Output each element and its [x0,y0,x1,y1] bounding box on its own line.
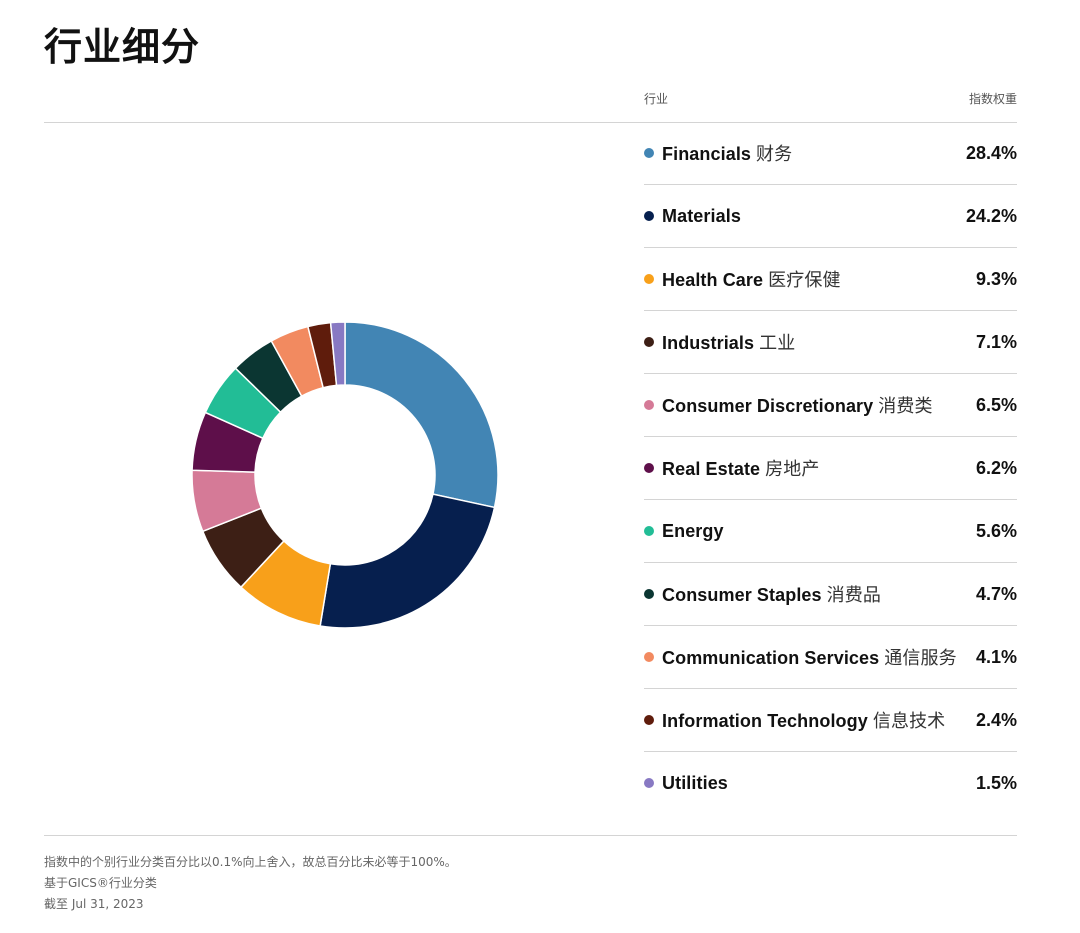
sector-weight: 5.6% [975,520,1017,541]
footnote-as-of-date: 截至 Jul 31, 2023 [44,897,144,911]
table-row: Utilities 1.5% [644,752,1017,814]
sector-name-en: Consumer Staples [662,585,822,605]
sector-name-cn: 财务 [756,144,793,165]
legend-dot-icon [644,211,654,221]
sector-name-cn: 房地产 [765,459,820,480]
legend-dot-icon [644,400,654,410]
donut-slice [344,321,499,509]
row-label-group: Health Care 医疗保健 [644,266,841,292]
footnote-rounding: 指数中的个别行业分类百分比以0.1%向上舍入，故总百分比未必等于100%。 [44,855,457,869]
sector-name-en: Utilities [662,772,728,793]
sector-name-en: Health Care [662,270,764,290]
sector-weight: 28.4% [965,142,1017,163]
sector-name-en: Energy [662,520,724,541]
legend-dot-icon [644,148,654,158]
sector-name: Health Care 医疗保健 [662,266,841,292]
sector-name: Industrials 工业 [662,329,795,355]
sector-weight: 4.7% [975,583,1017,604]
legend-dot-icon [644,589,654,599]
sector-name-cn: 工业 [759,333,796,354]
row-label-group: Consumer Discretionary 消费类 [644,392,933,418]
sector-name-en: Materials [662,205,741,226]
header-divider [44,122,1017,123]
donut-svg [191,321,499,629]
footnotes: 指数中的个别行业分类百分比以0.1%向上舍入，故总百分比未必等于100%。 基于… [44,852,457,915]
row-label-group: Materials [644,206,741,227]
donut-slice [319,493,496,629]
row-label-group: Real Estate 房地产 [644,455,819,481]
sector-weight: 1.5% [975,772,1017,793]
sector-donut-chart [170,300,520,650]
row-label-group: Information Technology 信息技术 [644,707,945,733]
table-row: Consumer Discretionary 消费类 6.5% [644,374,1017,437]
table-header: 行业 指数权重 [644,77,1017,119]
sector-weight: 2.4% [975,709,1017,730]
page-title: 行业细分 [44,25,201,69]
table-row: Financials 财务 28.4% [644,122,1017,185]
table-row: Real Estate 房地产 6.2% [644,437,1017,500]
sector-name-en: Consumer Discretionary [662,396,874,416]
table-row: Health Care 医疗保健 9.3% [644,248,1017,311]
legend-dot-icon [644,463,654,473]
row-label-group: Financials 财务 [644,140,792,166]
sector-name-en: Financials [662,144,752,164]
sector-weight: 6.5% [975,394,1017,415]
sector-name: Consumer Discretionary 消费类 [662,392,933,418]
legend-dot-icon [644,337,654,347]
legend-dot-icon [644,778,654,788]
column-header-weight: 指数权重 [968,91,1017,106]
sector-name: Utilities [662,773,728,794]
sector-weight: 24.2% [965,205,1017,226]
sector-name-cn: 信息技术 [872,711,946,732]
footer-divider [44,835,1017,836]
sector-name: Financials 财务 [662,140,792,166]
table-row: Consumer Staples 消费品 4.7% [644,563,1017,626]
table-row: Energy 5.6% [644,500,1017,563]
sector-weight-table: 行业 指数权重 Financials 财务 28.4% Materials 24.2% H… [644,80,1017,814]
table-row: Information Technology 信息技术 2.4% [644,689,1017,752]
sector-name: Consumer Staples 消费品 [662,581,881,607]
footnote-gics: 基于GICS®行业分类 [44,876,157,890]
table-row: Materials 24.2% [644,185,1017,248]
legend-dot-icon [644,652,654,662]
sector-name: Real Estate 房地产 [662,455,819,481]
sector-name: Communication Services 通信服务 [662,644,957,670]
sector-name: Materials [662,206,741,227]
legend-dot-icon [644,274,654,284]
row-label-group: Utilities [644,773,728,794]
sector-name-cn: 医疗保健 [768,270,841,291]
sector-name: Energy [662,521,724,542]
sector-weight: 4.1% [975,646,1017,667]
donut-slice [329,321,346,387]
row-label-group: Communication Services 通信服务 [644,644,957,670]
legend-dot-icon [644,715,654,725]
sector-name-en: Information Technology [662,711,868,731]
sector-weight: 9.3% [975,268,1017,289]
sector-weight: 6.2% [975,457,1017,478]
row-label-group: Consumer Staples 消费品 [644,581,881,607]
sector-rows: Financials 财务 28.4% Materials 24.2% Health Ca… [644,122,1017,814]
legend-dot-icon [644,526,654,536]
sector-name-en: Industrials [662,333,755,353]
sector-name-cn: 消费品 [826,585,881,606]
sector-name: Information Technology 信息技术 [662,707,945,733]
sector-weight: 7.1% [975,331,1017,352]
column-header-sector: 行业 [644,91,669,106]
table-row: Industrials 工业 7.1% [644,311,1017,374]
table-row: Communication Services 通信服务 4.1% [644,626,1017,689]
row-label-group: Energy [644,521,724,542]
sector-name-en: Real Estate [662,459,761,479]
sector-name-cn: 通信服务 [884,648,957,669]
row-label-group: Industrials 工业 [644,329,795,355]
sector-name-en: Communication Services [662,648,880,668]
sector-name-cn: 消费类 [878,396,933,417]
